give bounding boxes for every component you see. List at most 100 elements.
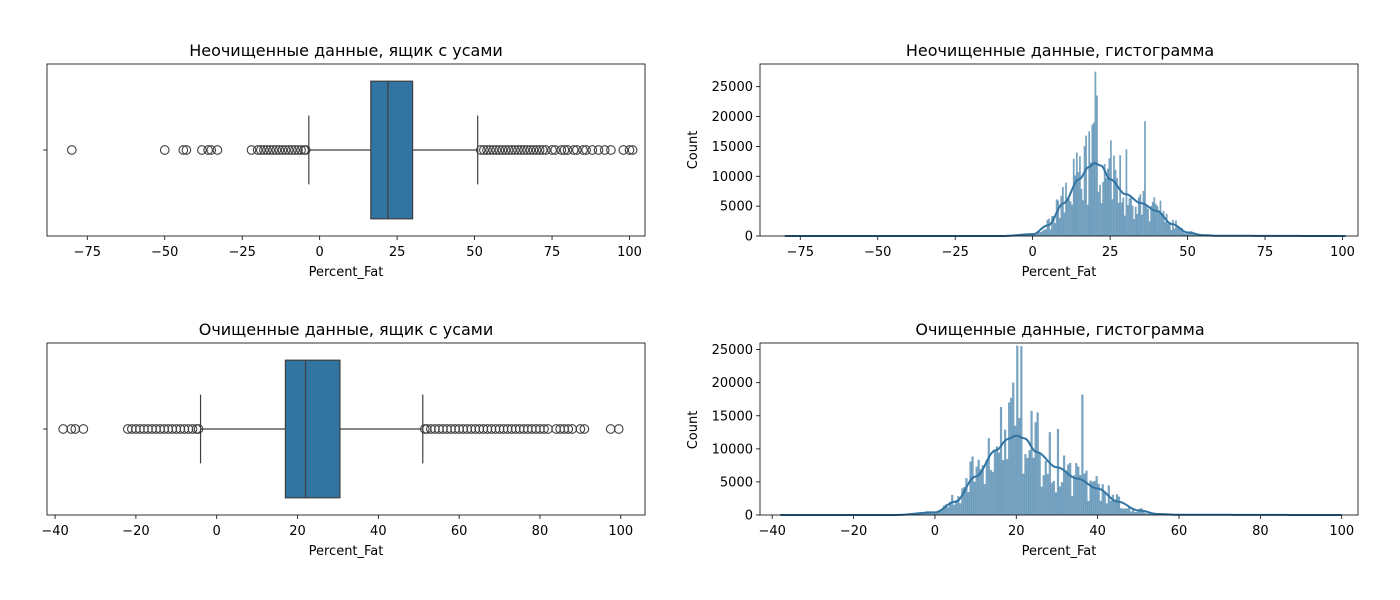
histogram-bar: [1147, 208, 1150, 237]
x-tick-label: −20: [122, 524, 149, 539]
outlier-point: [475, 145, 486, 155]
histogram-bar: [1103, 163, 1106, 237]
outlier-point: [485, 145, 495, 155]
outlier-point: [262, 145, 272, 155]
histogram-bar: [1130, 196, 1132, 237]
outlier-point: [246, 145, 257, 155]
histogram-bar: [1102, 181, 1105, 237]
histogram-bar: [1071, 495, 1074, 516]
histogram-bar: [1091, 124, 1094, 237]
histogram-bar: [1144, 121, 1146, 237]
histogram-bar: [969, 461, 972, 516]
histogram-bar: [1109, 500, 1113, 516]
histogram-bar: [1145, 204, 1148, 237]
y-tick-label: 10000: [712, 170, 753, 185]
histogram-bar: [1073, 475, 1076, 516]
x-tick-label: −75: [787, 245, 814, 260]
outlier-point: [181, 145, 192, 155]
histogram-bar: [1018, 417, 1021, 516]
outlier-point: [568, 145, 579, 155]
histogram-bar: [1111, 199, 1114, 237]
histogram-bar: [983, 483, 986, 516]
histogram-bar: [1111, 494, 1115, 516]
histogram-bar: [1046, 473, 1049, 516]
x-tick-label: 40: [1089, 524, 1106, 539]
histogram-bar: [1077, 172, 1080, 237]
y-tick-label: 0: [745, 230, 753, 245]
outlier-point: [500, 145, 511, 155]
x-axis-label: Percent_Fat: [1022, 544, 1097, 559]
y-tick-label: 5000: [720, 200, 753, 215]
iqr-box: [284, 359, 341, 499]
outlier-point: [578, 145, 588, 155]
histogram-bar: [1085, 135, 1088, 237]
histogram-bar: [971, 456, 974, 516]
outlier-point: [605, 424, 616, 434]
x-tick-label: −20: [840, 524, 867, 539]
histogram-bar: [1072, 158, 1075, 237]
outlier-point: [274, 145, 285, 155]
histogram-bar: [1065, 182, 1067, 237]
histogram-bar: [1086, 204, 1089, 237]
outlier-point: [286, 145, 297, 155]
histogram-bar: [973, 481, 976, 516]
x-tick-label: 75: [1257, 245, 1274, 260]
outlier-point: [193, 424, 204, 434]
outlier-point: [559, 145, 570, 155]
histogram-bar: [1069, 462, 1072, 516]
outlier-point: [593, 145, 604, 155]
histogram-bar: [951, 494, 954, 516]
outlier-point: [212, 145, 223, 155]
histogram-bar: [1125, 149, 1128, 237]
histogram-bar: [1066, 197, 1069, 237]
histogram-bar: [1056, 428, 1060, 516]
histogram-bar: [1044, 460, 1047, 516]
y-tick-label: 0: [745, 509, 753, 524]
outlier-point: [513, 145, 523, 155]
outlier-point: [537, 145, 548, 155]
histogram-bar: [1020, 346, 1023, 516]
histogram-bar: [1134, 511, 1137, 516]
outlier-point: [280, 145, 291, 155]
raw-boxplot-panel: Неочищенные данные, ящик с усами Percent…: [43, 41, 646, 280]
outlier-point: [482, 145, 492, 155]
outlier-point: [159, 145, 170, 155]
histogram-bar: [1041, 230, 1044, 237]
histogram-bar: [1173, 228, 1176, 237]
outlier-point: [540, 145, 551, 155]
outlier-point: [296, 145, 306, 155]
histogram-bar: [1089, 162, 1092, 237]
histogram-bar: [1105, 177, 1108, 237]
outlier-point: [563, 424, 574, 434]
histogram-bar: [1010, 397, 1013, 516]
histogram-bar: [1077, 466, 1080, 516]
histogram-bar: [1088, 131, 1091, 237]
outlier-point: [519, 145, 530, 155]
histogram-bar: [1109, 140, 1112, 237]
x-tick-label: −40: [41, 524, 68, 539]
histogram-bar: [1016, 345, 1019, 516]
histogram-bar: [1142, 511, 1145, 516]
histogram-bar: [1001, 459, 1005, 516]
histogram-bar: [1105, 503, 1108, 516]
histogram-bar: [1158, 211, 1160, 237]
histogram-bar: [1030, 410, 1033, 516]
histogram-bar: [1097, 191, 1100, 237]
histogram-bar: [1060, 195, 1063, 237]
outlier-point: [522, 145, 533, 155]
outlier-point: [283, 145, 294, 155]
outlier-point: [503, 145, 514, 155]
x-tick-label: 0: [316, 245, 324, 260]
histogram-bar: [1153, 197, 1156, 237]
outlier-point: [534, 145, 545, 155]
histogram-bar: [1057, 200, 1060, 237]
x-tick-label: 0: [1029, 245, 1037, 260]
histogram-bar: [1038, 453, 1041, 516]
histogram-bar: [995, 446, 999, 516]
outlier-point: [571, 145, 582, 155]
outlier-point: [203, 145, 213, 155]
histogram-bar: [1140, 214, 1143, 237]
y-tick-label: 25000: [712, 343, 753, 358]
x-tick-label: 25: [389, 245, 406, 260]
outlier-point: [547, 145, 557, 155]
